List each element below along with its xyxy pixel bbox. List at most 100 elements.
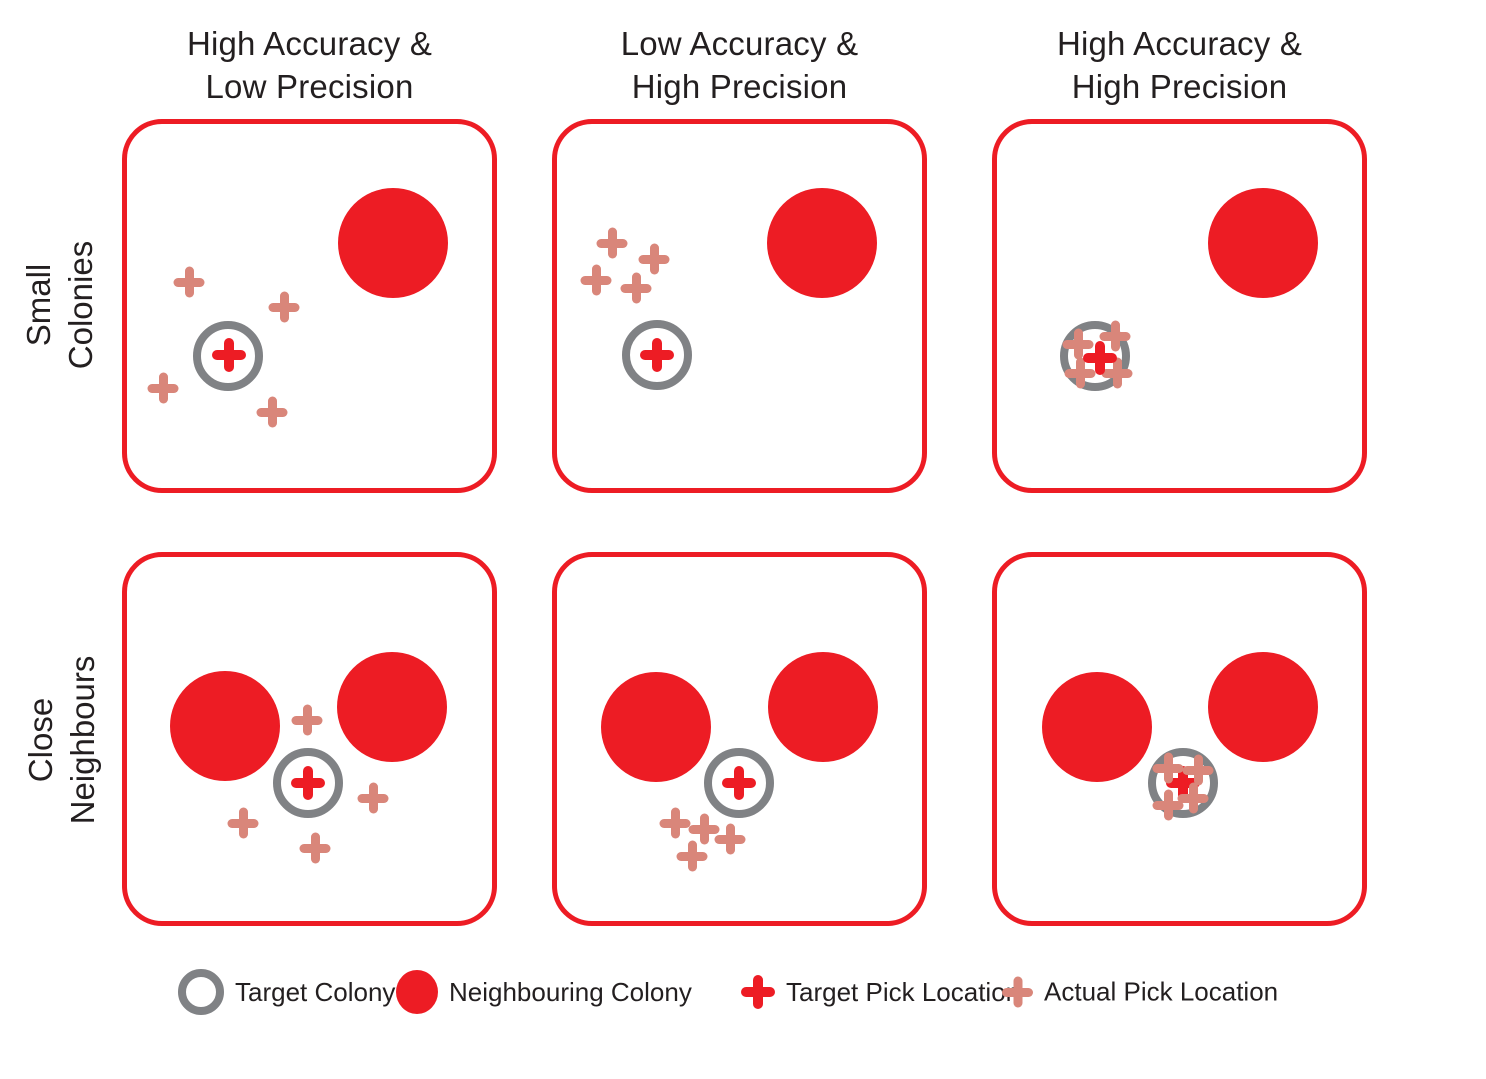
legend-label: Actual Pick Location <box>1044 976 1279 1007</box>
plus-bar-vertical <box>267 396 277 428</box>
plus-bar-vertical <box>158 372 168 404</box>
plus-bar-vertical <box>1110 320 1120 352</box>
panel-marker-layer <box>122 119 497 493</box>
plus-bar-vertical <box>302 704 312 736</box>
plus-bar-vertical <box>652 338 662 372</box>
neighbouring-colony <box>337 652 447 762</box>
neighbouring-colony <box>1042 672 1152 782</box>
plus-bar-vertical <box>1073 328 1083 360</box>
column-title-line: High Precision <box>631 68 848 105</box>
actual-pick-plus <box>1182 754 1214 786</box>
neighbouring-colony <box>601 672 711 782</box>
target-colony-ring <box>704 748 774 818</box>
column-title-low-accuracy-high-precision: Low Accuracy & High Precision <box>552 22 927 108</box>
column-title-high-accuracy-high-precision: High Accuracy & High Precision <box>992 22 1367 108</box>
target-colony-ring-icon <box>178 969 224 1015</box>
panel-marker-layer <box>122 552 497 926</box>
actual-pick-plus <box>580 264 612 296</box>
actual-pick-plus <box>620 272 652 304</box>
actual-pick-plus <box>1152 789 1184 821</box>
plus-bar-vertical <box>1112 357 1122 389</box>
actual-pick-plus <box>299 832 331 864</box>
plus-bar-vertical <box>753 975 763 1009</box>
column-title-high-accuracy-low-precision: High Accuracy & Low Precision <box>122 22 497 108</box>
plus-bar-vertical <box>279 291 289 323</box>
plus-bar-vertical <box>1075 357 1085 389</box>
target-colony-ring <box>622 320 692 390</box>
plus-bar-vertical <box>687 840 697 872</box>
actual-pick-plus <box>227 807 259 839</box>
actual-pick-plus <box>596 227 628 259</box>
actual-pick-plus <box>1177 782 1209 814</box>
actual-pick-plus <box>1152 752 1184 784</box>
actual-pick-plus <box>676 840 708 872</box>
plus-bar-vertical <box>1095 341 1105 375</box>
actual-pick-plus <box>1064 357 1096 389</box>
column-title-line: High Accuracy & <box>186 25 433 62</box>
actual-pick-plus <box>357 782 389 814</box>
panel-close-neighbours-high-accuracy-low-precision <box>122 552 497 926</box>
plus-bar-vertical <box>238 807 248 839</box>
target-colony-ring <box>1148 748 1218 818</box>
plus-bar-vertical <box>1163 752 1173 784</box>
plus-bar-vertical <box>699 813 709 845</box>
column-title-line: Low Accuracy & <box>620 25 859 62</box>
actual-pick-plus <box>147 372 179 404</box>
plus-bar-vertical <box>670 807 680 839</box>
target-pick-plus <box>1083 341 1117 375</box>
legend-item-target-colony: Target Colony <box>178 969 395 1015</box>
neighbouring-colony <box>768 652 878 762</box>
panel-marker-layer <box>992 119 1367 493</box>
actual-pick-plus <box>714 823 746 855</box>
column-title-line: Low Precision <box>205 68 414 105</box>
plus-bar-vertical <box>1193 754 1203 786</box>
plus-bar-vertical <box>591 264 601 296</box>
plus-bar-vertical <box>303 766 313 800</box>
legend-label: Neighbouring Colony <box>449 976 692 1007</box>
actual-pick-plus <box>1062 328 1094 360</box>
row-label-line: Small <box>20 263 57 347</box>
actual-pick-plus <box>688 813 720 845</box>
panel-marker-layer <box>552 119 927 493</box>
plus-bar-vertical <box>1178 766 1188 800</box>
legend-item-target-pick-location: Target Pick Location <box>741 975 1020 1009</box>
plus-bar-vertical <box>224 338 234 372</box>
target-colony-ring <box>1060 321 1130 391</box>
column-title-line: High Precision <box>1071 68 1288 105</box>
plus-bar-vertical <box>1188 782 1198 814</box>
target-colony-ring <box>193 321 263 391</box>
panel-small-colonies-high-accuracy-high-precision <box>992 119 1367 493</box>
target-pick-plus <box>1166 766 1200 800</box>
actual-pick-plus <box>638 243 670 275</box>
target-colony-ring <box>273 748 343 818</box>
legend-label: Target Pick Location <box>786 976 1021 1007</box>
actual-pick-plus <box>268 291 300 323</box>
plus-bar-vertical <box>734 766 744 800</box>
target-pick-plus <box>291 766 325 800</box>
panel-close-neighbours-high-accuracy-high-precision <box>992 552 1367 926</box>
plus-bar-vertical <box>725 823 735 855</box>
neighbouring-colony <box>767 188 877 298</box>
plus-bar-vertical <box>649 243 659 275</box>
plus-bar-vertical <box>1013 976 1022 1008</box>
neighbouring-colony <box>338 188 448 298</box>
panel-small-colonies-low-accuracy-high-precision <box>552 119 927 493</box>
legend-item-actual-pick-location: Actual Pick Location <box>1002 976 1279 1008</box>
neighbouring-colony <box>170 671 280 781</box>
plus-bar-vertical <box>184 266 194 298</box>
column-title-line: High Accuracy & <box>1056 25 1303 62</box>
row-label-small-colonies: Small Colonies <box>18 241 102 369</box>
target-pick-plus <box>722 766 756 800</box>
panel-marker-layer <box>992 552 1367 926</box>
actual-pick-plus <box>173 266 205 298</box>
plus-bar-vertical <box>1163 789 1173 821</box>
plus-bar-vertical <box>368 782 378 814</box>
target-pick-plus-icon <box>741 975 775 1009</box>
panel-marker-layer <box>552 552 927 926</box>
legend-item-neighbouring-colony: Neighbouring Colony <box>396 970 692 1014</box>
actual-pick-plus <box>256 396 288 428</box>
neighbouring-colony <box>1208 652 1318 762</box>
row-label-line: Close <box>22 697 59 783</box>
target-pick-plus <box>212 338 246 372</box>
